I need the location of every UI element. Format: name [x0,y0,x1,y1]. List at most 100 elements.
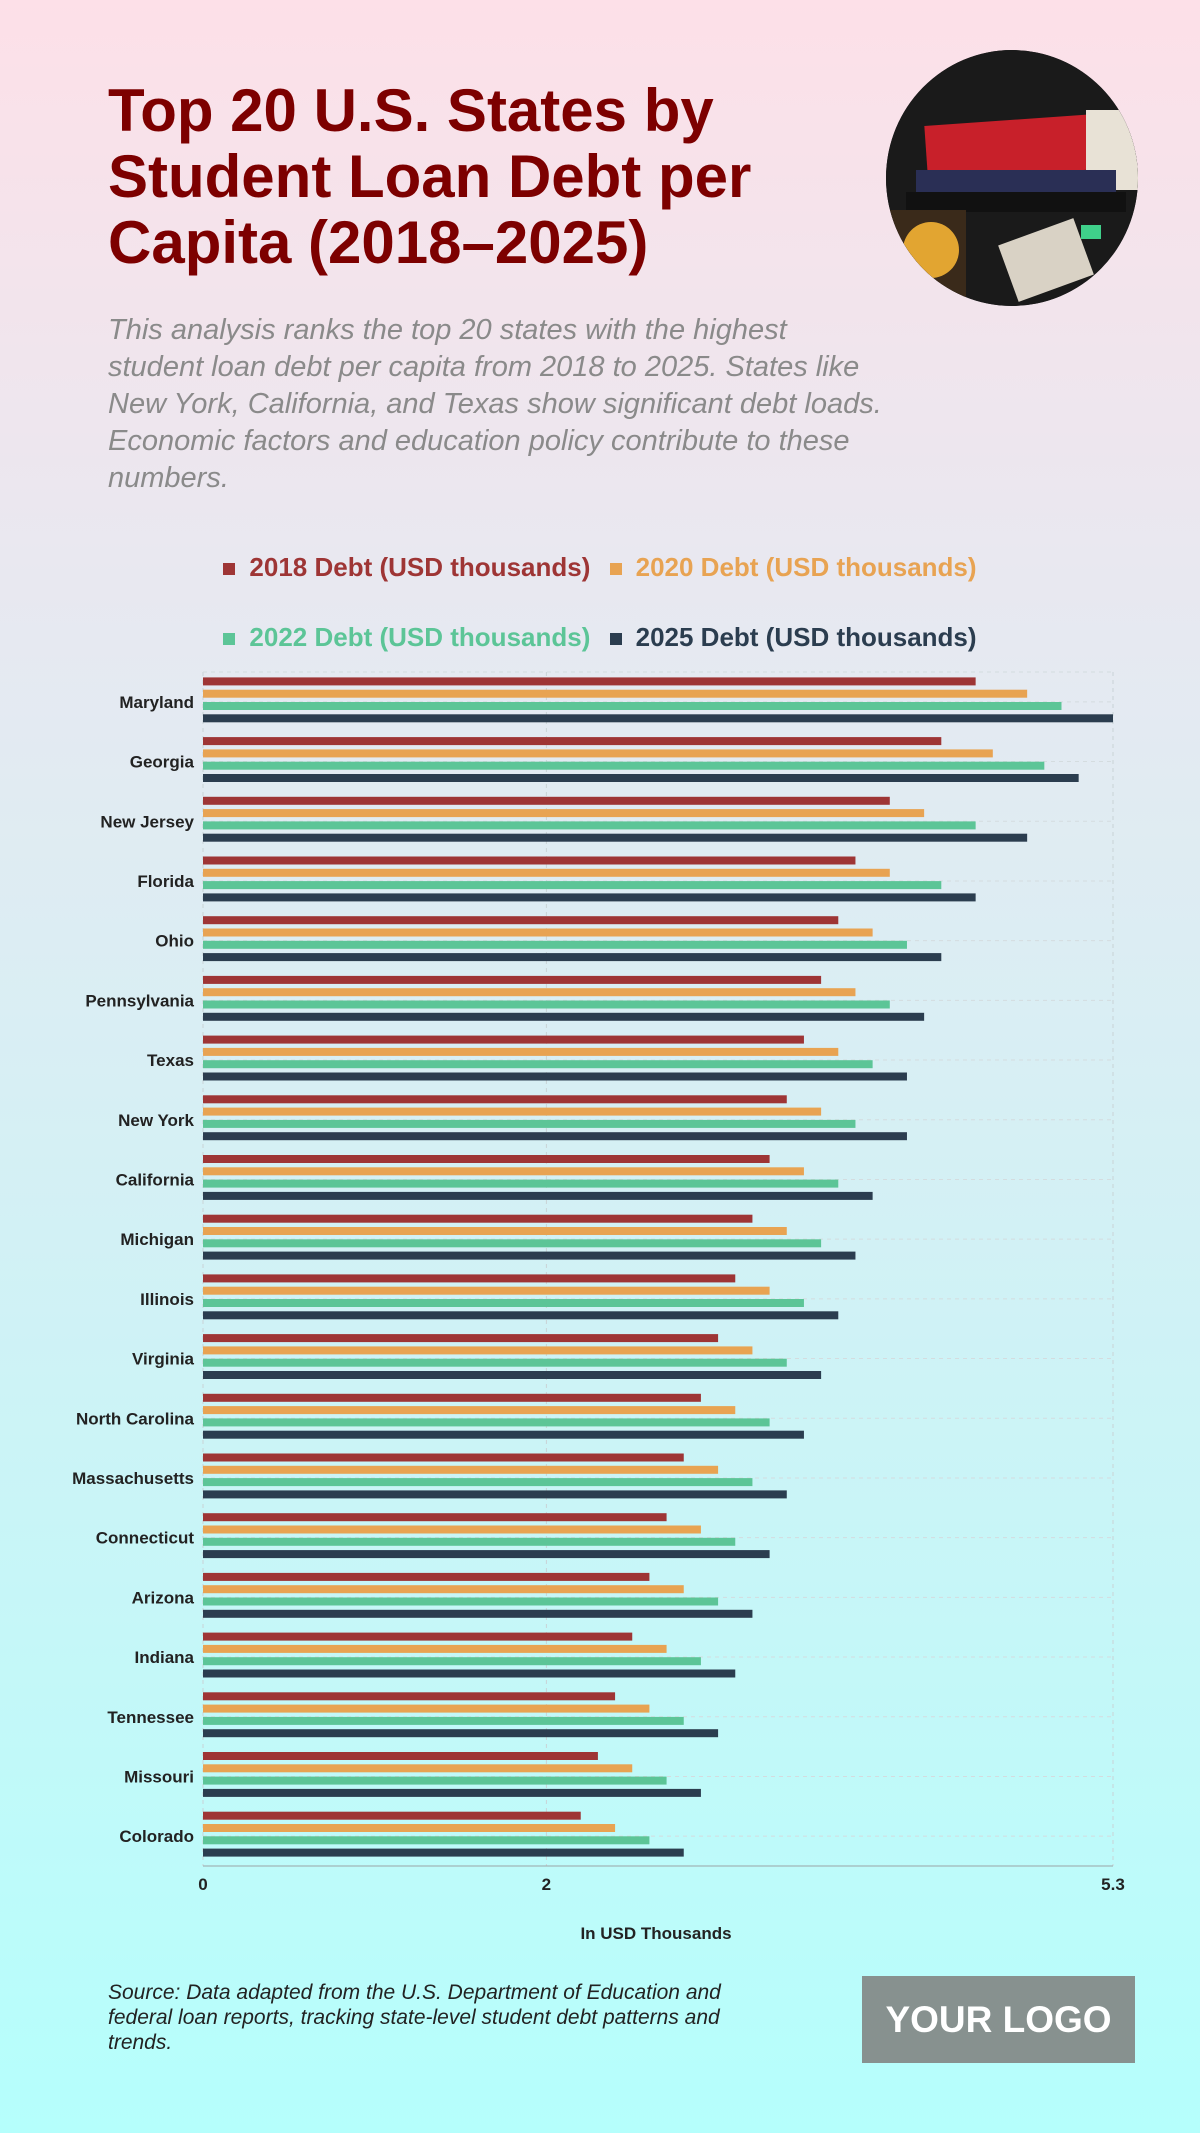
category-label: North Carolina [76,1409,195,1428]
bar-connecticut-2 [203,1537,736,1546]
bar-massachusetts-3 [203,1490,787,1499]
legend-label: 2025 Debt (USD thousands) [635,622,977,652]
category-label: Georgia [130,753,195,772]
category-label: Colorado [119,1827,194,1846]
bar-maryland-2 [203,702,1062,710]
bar-north-carolina-3 [203,1430,804,1439]
bar-illinois-3 [203,1311,839,1320]
bar-illinois-1 [203,1286,770,1295]
bar-arizona-1 [203,1585,684,1594]
bar-texas-2 [203,1060,873,1069]
category-label: Missouri [124,1767,194,1786]
category-label: Connecticut [96,1529,195,1548]
legend-item-2020[interactable]: 2020 Debt (USD thousands) [609,552,977,583]
category-label: New York [118,1111,194,1130]
bar-north-carolina-1 [203,1406,736,1415]
bar-california-3 [203,1191,873,1200]
legend-item-2018[interactable]: 2018 Debt (USD thousands) [223,552,590,583]
bar-missouri-3 [203,1788,701,1797]
bar-pennsylvania-0 [203,975,822,984]
page-title: Top 20 U.S. States by Student Loan Debt … [108,77,752,276]
category-label: Michigan [120,1230,194,1249]
bar-new-jersey-2 [203,821,976,830]
category-label: Massachusetts [72,1469,194,1488]
bar-massachusetts-1 [203,1465,719,1474]
x-tick-label: 5.3 [1101,1875,1125,1894]
category-label: Maryland [119,693,194,712]
bar-virginia-3 [203,1371,822,1379]
bar-missouri-1 [203,1764,633,1773]
legend-label: 2022 Debt (USD thousands) [249,622,591,652]
bar-pennsylvania-2 [203,1000,890,1009]
category-label: Pennsylvania [85,991,194,1010]
bar-ohio-2 [203,940,907,949]
bar-connecticut-0 [203,1513,667,1522]
bar-north-carolina-0 [203,1393,701,1402]
bar-connecticut-1 [203,1525,701,1534]
bar-tennessee-0 [203,1692,616,1701]
category-label: Illinois [140,1290,194,1309]
bar-new-jersey-1 [203,809,925,818]
logo: YOUR LOGO [862,1976,1135,2063]
bar-ohio-0 [203,916,839,925]
legend-swatch-icon [609,563,622,576]
bar-new-jersey-0 [203,796,890,805]
bar-michigan-3 [203,1251,856,1260]
bar-pennsylvania-3 [203,1012,925,1021]
bar-georgia-3 [203,774,1079,782]
bar-georgia-0 [203,737,942,746]
category-label: Tennessee [107,1708,194,1727]
x-axis-title: In USD Thousands [580,1924,731,1943]
bar-georgia-2 [203,761,1045,770]
bar-illinois-0 [203,1274,736,1283]
x-tick-label: 2 [542,1875,551,1894]
bar-michigan-1 [203,1227,787,1235]
category-label: Florida [137,872,194,891]
bar-new-york-2 [203,1119,856,1128]
bar-north-carolina-2 [203,1418,770,1427]
bar-indiana-3 [203,1669,736,1678]
bar-virginia-1 [203,1346,753,1355]
bar-maryland-0 [203,677,976,686]
bar-virginia-0 [203,1334,719,1343]
category-label: Virginia [132,1350,195,1369]
bar-new-york-1 [203,1107,822,1116]
legend-label: 2018 Debt (USD thousands) [249,552,591,582]
bar-new-jersey-3 [203,833,1028,842]
page-subtitle: This analysis ranks the top 20 states wi… [108,314,882,494]
bar-california-0 [203,1155,770,1163]
bar-pennsylvania-1 [203,988,856,997]
legend-swatch-icon [223,563,236,576]
bar-massachusetts-0 [203,1453,684,1462]
bar-colorado-3 [203,1848,684,1857]
bar-missouri-0 [203,1752,598,1760]
bar-tennessee-3 [203,1729,719,1738]
bar-michigan-2 [203,1239,822,1248]
bar-georgia-1 [203,749,993,758]
bar-texas-0 [203,1035,804,1044]
bar-california-1 [203,1167,804,1176]
bar-tennessee-1 [203,1704,650,1713]
source-note: Source: Data adapted from the U.S. Depar… [108,1981,721,2054]
books-photo [886,50,1138,306]
bar-florida-1 [203,868,890,877]
category-label: Arizona [132,1588,195,1607]
bar-virginia-2 [203,1358,787,1367]
bar-new-york-0 [203,1095,787,1104]
x-tick-label: 0 [198,1875,207,1894]
bar-new-york-3 [203,1132,907,1141]
bar-indiana-2 [203,1657,701,1666]
bar-maryland-3 [203,714,1113,723]
bar-florida-3 [203,893,976,902]
bar-indiana-0 [203,1632,633,1641]
bar-missouri-2 [203,1776,667,1785]
bar-texas-3 [203,1072,907,1081]
bar-arizona-0 [203,1572,650,1581]
bar-arizona-3 [203,1609,753,1618]
legend-item-2025[interactable]: 2025 Debt (USD thousands) [609,622,977,653]
legend-item-2022[interactable]: 2022 Debt (USD thousands) [223,622,590,653]
bar-texas-1 [203,1047,839,1056]
bar-tennessee-2 [203,1716,684,1725]
bar-massachusetts-2 [203,1478,753,1487]
bar-ohio-3 [203,953,942,962]
